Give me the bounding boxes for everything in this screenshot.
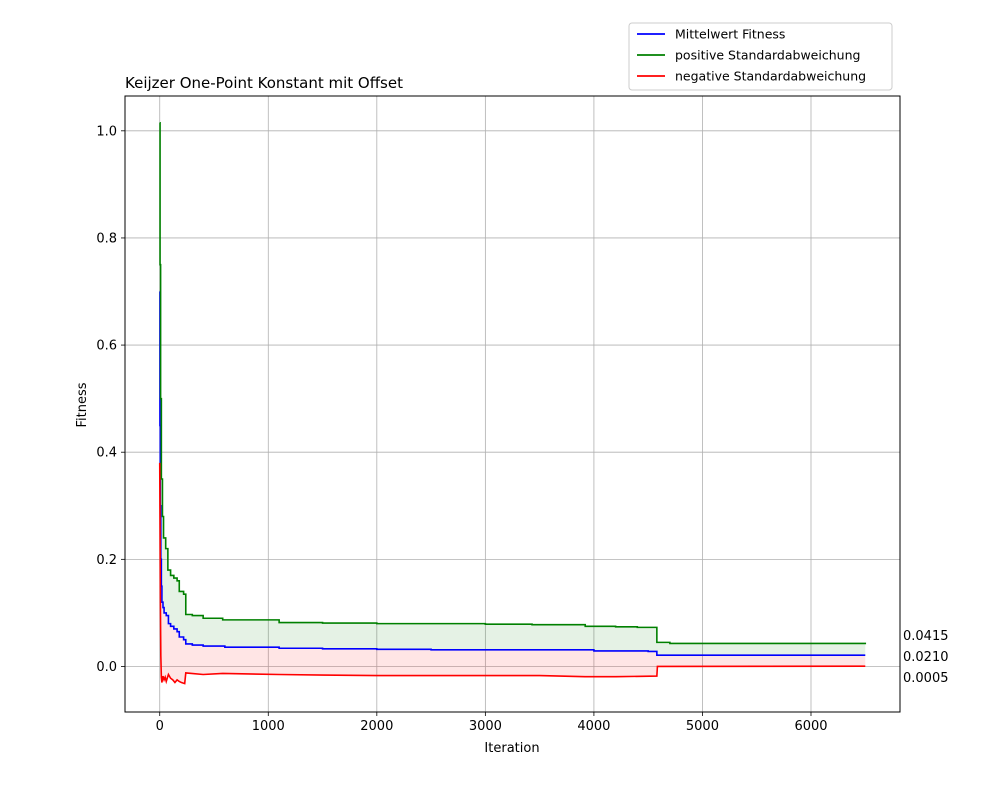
- end-value-annotations: 0.0415 0.0210 0.0005: [903, 629, 949, 686]
- end-value-label: 0.0210: [903, 650, 949, 665]
- legend-entry: positive Standardabweichung: [675, 48, 860, 63]
- x-tick-label: 1000: [252, 719, 285, 734]
- end-value-label: 0.0415: [903, 629, 949, 644]
- x-tick-label: 3000: [469, 719, 502, 734]
- grid: [125, 96, 900, 712]
- y-tick-label: 1.0: [96, 124, 117, 139]
- plot-area-frame: [124, 95, 901, 713]
- x-tick-label: 6000: [794, 719, 827, 734]
- y-tick-label: 0.4: [96, 446, 117, 461]
- series-line: [158, 462, 866, 685]
- y-axis-label: Fitness: [75, 382, 90, 427]
- y-tick-label: 0.2: [96, 553, 117, 568]
- legend: Mittelwert Fitness positive Standardabwei…: [628, 22, 893, 91]
- legend-entry: negative Standardabweichung: [675, 69, 866, 84]
- y-tick-label: 0.8: [96, 231, 117, 246]
- series-lines: [158, 121, 867, 685]
- x-tick-label: 2000: [360, 719, 393, 734]
- y-tick-label: 0.0: [96, 660, 117, 675]
- x-axis-label: Iteration: [484, 741, 539, 756]
- axis-ticks: 0 1000 2000 3000 4000 5000 6000 0.0 0.2 0.4 0.6 0.8…: [96, 124, 827, 734]
- x-tick-label: 4000: [577, 719, 610, 734]
- std-bands: [159, 122, 866, 684]
- end-value-label: 0.0005: [903, 671, 949, 686]
- legend-box: [628, 22, 893, 91]
- series-line: [159, 121, 867, 645]
- chart-title: Keijzer One-Point Konstant mit Offset: [125, 74, 403, 92]
- legend-entry: Mittelwert Fitness: [675, 27, 785, 42]
- x-tick-label: 5000: [686, 719, 719, 734]
- std-band-fill: [159, 122, 866, 656]
- y-tick-label: 0.6: [96, 339, 117, 354]
- x-tick-label: 0: [156, 719, 164, 734]
- series-line: [159, 290, 866, 657]
